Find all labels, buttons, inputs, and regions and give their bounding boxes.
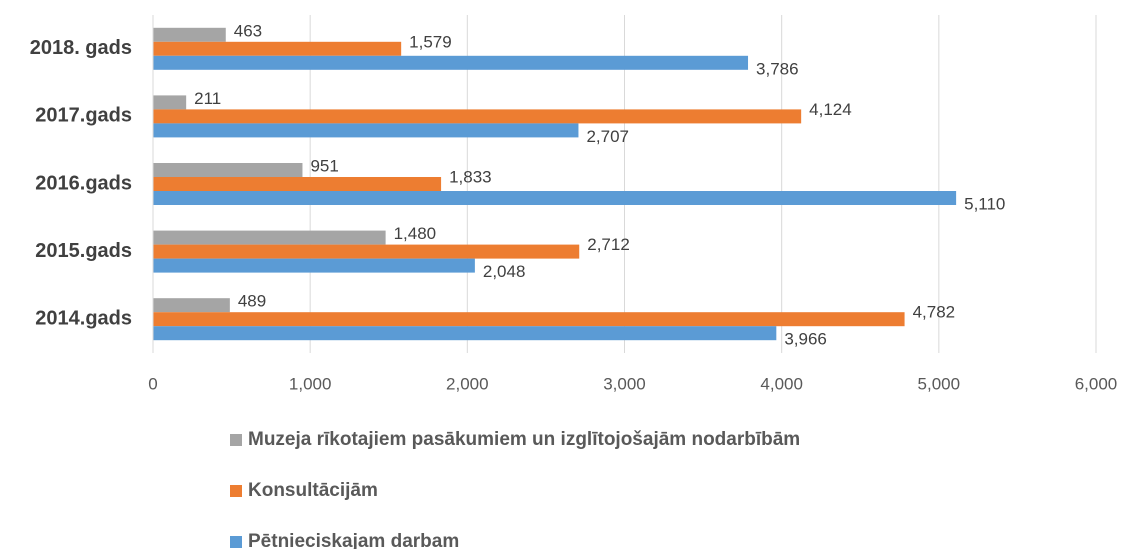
bar: [153, 258, 475, 273]
bar: [153, 27, 226, 42]
value-label: 4,782: [913, 303, 956, 322]
bar: [153, 177, 442, 191]
x-tick-label: 1,000: [289, 374, 332, 393]
y-tick-label: 2016.gads: [35, 172, 132, 194]
value-label: 1,480: [394, 224, 437, 243]
value-label: 3,786: [756, 59, 799, 78]
legend-swatch: [230, 536, 242, 548]
value-label: 2,048: [483, 262, 526, 281]
value-label: 463: [234, 21, 262, 40]
bar: [153, 163, 303, 177]
bar: [153, 123, 579, 138]
bar: [153, 95, 187, 110]
legend-swatch: [230, 434, 242, 446]
x-tick-label: 3,000: [603, 374, 646, 393]
bar: [153, 191, 957, 205]
value-label: 951: [310, 156, 338, 175]
bar: [153, 298, 230, 313]
y-tick-label: 2015.gads: [35, 240, 132, 262]
value-label: 4,124: [809, 100, 852, 119]
x-tick-label: 2,000: [446, 374, 489, 393]
x-tick-label: 5,000: [918, 374, 961, 393]
y-tick-label: 2018. gads: [30, 37, 132, 59]
value-label: 3,966: [784, 330, 827, 349]
legend-label: Muzeja rīkotajiem pasākumiem un izglītoj…: [248, 429, 800, 450]
value-label: 489: [238, 292, 266, 311]
value-label: 1,579: [409, 32, 452, 51]
bar: [153, 244, 580, 259]
x-tick-label: 0: [148, 374, 157, 393]
bar: [153, 312, 905, 327]
value-label: 1,833: [449, 167, 492, 186]
bar: [153, 109, 802, 124]
y-tick-label: 2017.gads: [35, 105, 132, 127]
y-tick-label: 2014.gads: [35, 307, 132, 329]
bar: [153, 55, 749, 70]
value-label: 2,707: [586, 127, 629, 146]
value-label: 211: [194, 89, 221, 108]
value-label: 2,712: [587, 235, 630, 254]
x-tick-label: 6,000: [1075, 374, 1118, 393]
legend-label: Pētnieciskajam darbam: [248, 531, 459, 549]
legend-label: Konsultācijām: [248, 480, 378, 501]
x-tick-label: 4,000: [760, 374, 803, 393]
bar: [153, 230, 386, 245]
legend-swatch: [230, 485, 242, 497]
value-label: 5,110: [964, 194, 1005, 213]
bar: [153, 41, 402, 56]
bar: [153, 326, 777, 341]
